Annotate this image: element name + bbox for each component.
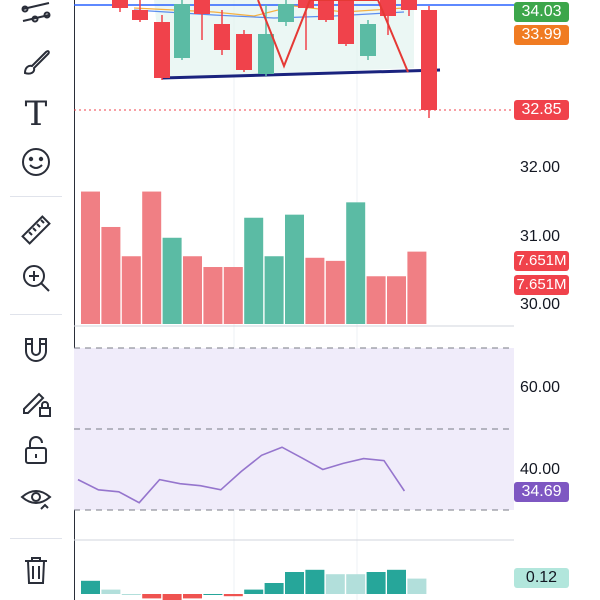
chart-area[interactable]: 34.03 33.99 32.85 32.00 31.00 30.00 7.65… [74,0,600,600]
rsi-value-badge: 34.69 [514,482,569,502]
volume-bar [305,257,325,324]
price-badge-green: 34.03 [514,2,569,22]
lock-drawing-icon [19,385,53,424]
text-tool-button[interactable]: T [14,92,58,136]
ruler-icon [19,213,53,252]
trend-line-icon [19,0,53,38]
volume-badge-1: 7.651M [514,251,569,271]
rsi-tick-40: 40.00 [520,461,561,478]
trend-line-tool-button[interactable] [14,0,58,40]
trend-line [161,68,441,80]
trash-icon [19,553,53,592]
price-tick-32: 32.00 [520,159,561,176]
volume-badge-2: 7.651M [514,275,569,295]
candle-body [214,24,230,50]
candle-body [236,34,252,70]
lock-drawing-tool-button[interactable] [14,382,58,426]
eye-icon [19,481,53,520]
candle-body [298,0,314,8]
volume-bar [387,276,406,324]
toolbar-separator [10,196,62,197]
candle-body [194,0,210,14]
chart-canvas[interactable] [74,0,600,600]
volume-bar [142,191,162,324]
macd-histogram-bar [223,594,243,597]
current-price-badge: 32.85 [514,100,569,120]
macd-histogram-bar [183,594,202,599]
candle-body [401,0,417,10]
toolbar-separator [10,538,62,539]
volume-bar [81,191,100,324]
volume-bar [366,276,386,324]
candle-body [360,24,376,56]
volume-bar [325,260,345,324]
eye-tool-button[interactable] [14,478,58,522]
macd-value-badge: 0.12 [514,568,569,588]
volume-bar [203,267,223,324]
zoom-in-icon [19,261,53,300]
rsi-tick-60: 60.00 [520,379,561,396]
zoom-in-tool-button[interactable] [14,258,58,302]
volume-bar [407,251,427,324]
macd-histogram-bar [285,572,304,594]
drawing-line [257,0,409,73]
macd-histogram-bar [162,594,182,600]
rsi-line [77,446,406,504]
macd-histogram-bar [366,572,386,594]
candle-body [421,10,437,110]
toolbar-separator [10,314,62,315]
candle-body [132,10,148,20]
unlock-tool-button[interactable] [14,430,58,474]
macd-histogram-bar [305,569,325,594]
macd-histogram-bar [81,580,100,594]
price-badge-orange: 33.99 [514,25,569,45]
text-icon: T [24,94,48,134]
macd-histogram-bar [407,578,427,594]
candle-body [112,0,128,8]
emoji-tool-button[interactable] [14,142,58,186]
brush-tool-button[interactable] [14,42,58,86]
candle-body [174,4,190,58]
candle-body [338,0,354,44]
macd-histogram-bar [121,594,141,595]
macd-histogram-bar [387,569,406,594]
emoji-icon [19,145,53,184]
price-tick-30: 30.00 [520,296,561,313]
magnet-tool-button[interactable] [14,330,58,374]
volume-bar [162,237,182,324]
volume-bar [285,214,304,324]
unlock-icon [19,433,53,472]
macd-histogram-bar [142,594,162,599]
volume-bar [264,256,284,324]
volume-bar [244,217,264,324]
macd-histogram-bar [325,574,345,594]
price-tick-31: 31.00 [520,228,561,245]
ruler-tool-button[interactable] [14,210,58,254]
macd-histogram-bar [244,589,264,594]
drawing-toolbar: T [0,0,74,600]
volume-bar [121,256,141,324]
brush-icon [19,45,53,84]
volume-bar [183,256,202,324]
candle-body [154,22,170,78]
macd-histogram-bar [346,574,366,594]
macd-histogram-bar [203,594,223,595]
macd-histogram-bar [264,583,284,594]
volume-bar [101,226,121,324]
candle-body [258,34,274,74]
macd-histogram-bar [101,589,121,594]
trash-tool-button[interactable] [14,550,58,594]
volume-bar [346,202,366,324]
magnet-icon [19,333,53,372]
volume-bar [223,267,243,324]
candle-body [318,0,334,20]
candle-body [278,4,294,22]
